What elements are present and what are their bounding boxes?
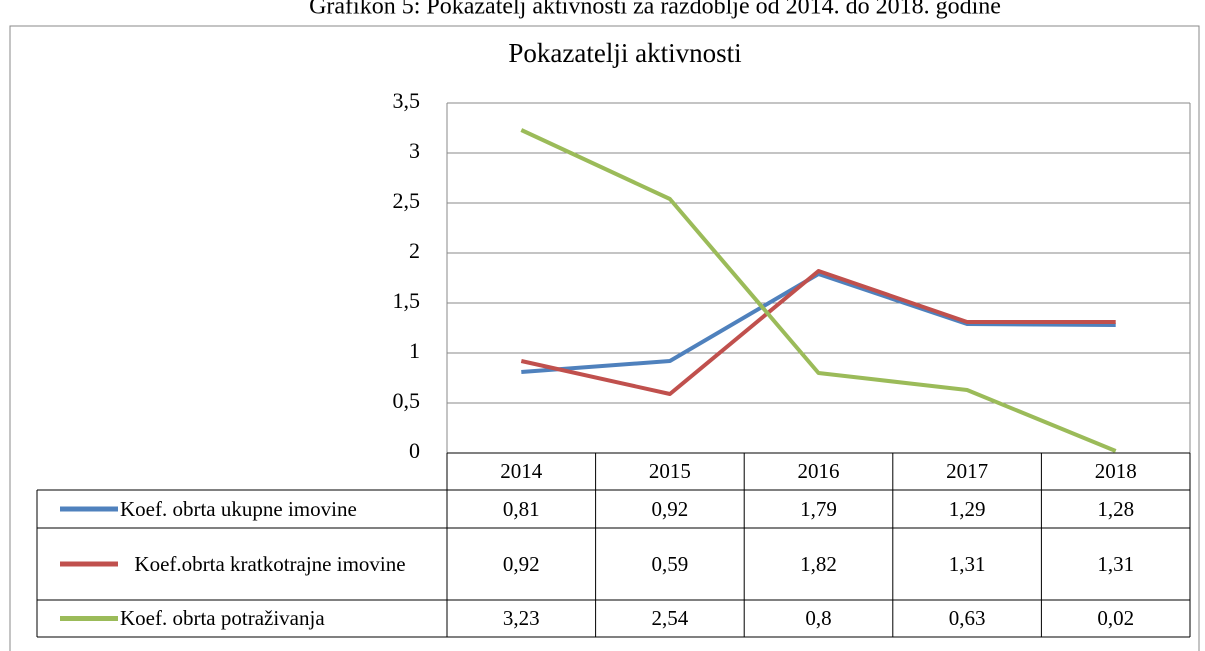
table-value: 0,59	[651, 551, 689, 576]
table-value: 1,28	[1097, 496, 1135, 521]
y-tick-label: 0,5	[393, 388, 421, 413]
chart-title: Pokazatelji aktivnosti	[508, 38, 741, 68]
series-line	[520, 269, 1116, 396]
table-value: 0,92	[651, 496, 689, 521]
x-tick-label: 2016	[797, 459, 840, 484]
chart-caption: Grafikon 5: Pokazatelj aktivnosti za raz…	[309, 0, 1001, 20]
table-value: 0,63	[948, 606, 986, 631]
x-tick-label: 2017	[946, 459, 989, 484]
y-tick-label: 0	[409, 438, 420, 463]
table-value: 2,54	[651, 606, 689, 631]
table-value: 1,31	[1097, 551, 1135, 576]
y-tick-label: 1,5	[393, 288, 421, 313]
y-tick-label: 1	[409, 338, 420, 363]
y-tick-label: 2	[409, 238, 420, 263]
table-value: 1,79	[800, 496, 837, 521]
table-value: 1,31	[948, 551, 986, 576]
y-tick-label: 2,5	[393, 188, 421, 213]
table-value: 0,92	[502, 551, 540, 576]
chart-frame	[9, 25, 1200, 651]
y-tick-label: 3	[409, 138, 420, 163]
legend-label: Koef. obrta ukupne imovine	[120, 496, 357, 521]
legend-label: Koef.obrta kratkotrajne imovine	[134, 551, 406, 576]
table-value: 3,23	[502, 606, 540, 631]
x-tick-label: 2015	[648, 459, 691, 484]
y-tick-label: 3,5	[393, 88, 421, 113]
table-value: 0,81	[502, 496, 540, 521]
series-line	[520, 128, 1117, 453]
table-value: 0,02	[1097, 606, 1135, 631]
x-tick-label: 2014	[500, 459, 543, 484]
legend-label: Koef. obrta potraživanja	[120, 606, 325, 631]
table-value: 0,8	[805, 606, 832, 631]
table-value: 1,29	[948, 496, 986, 521]
x-tick-label: 2018	[1094, 459, 1137, 484]
table-value: 1,82	[800, 551, 837, 576]
series-line	[521, 272, 1116, 374]
